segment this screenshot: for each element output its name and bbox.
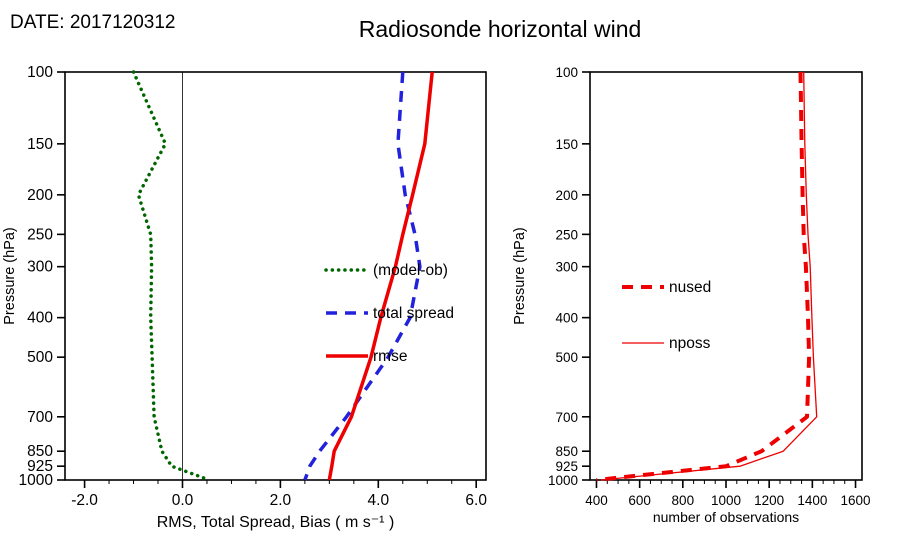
legend-label: total spread bbox=[373, 305, 454, 322]
y-tick-label: 300 bbox=[27, 259, 53, 276]
y-tick-label: 700 bbox=[555, 410, 578, 425]
date-label: DATE: 2017120312 bbox=[10, 12, 176, 33]
x-tick-label: 400 bbox=[585, 493, 608, 508]
x-tick-label: 800 bbox=[672, 493, 695, 508]
x-tick-label: -2.0 bbox=[71, 492, 98, 509]
y-tick-label: 150 bbox=[27, 136, 53, 153]
chart-title: Radiosonde horizontal wind bbox=[358, 16, 642, 42]
legend-label: (model-ob) bbox=[373, 262, 448, 279]
series-nused bbox=[596, 71, 812, 482]
series-rmse bbox=[327, 71, 434, 481]
y-tick-label: 1000 bbox=[548, 473, 578, 488]
y-tick-label: 100 bbox=[27, 64, 53, 81]
x-tick-label: 600 bbox=[628, 493, 651, 508]
plot-frame bbox=[589, 71, 863, 481]
left-panel: -2.0 0.0 2.0 4.0 6.0 100 150 200 250 300 400 500 700… bbox=[2, 64, 487, 531]
x-tick-label: 1600 bbox=[841, 493, 871, 508]
series-nposs bbox=[600, 71, 818, 481]
x-tick-label: 1000 bbox=[711, 493, 741, 508]
y-tick-label: 250 bbox=[555, 227, 578, 242]
y-tick-label: 200 bbox=[555, 188, 578, 203]
y-tick-label: 925 bbox=[27, 458, 53, 475]
right-legend: nused nposs bbox=[622, 279, 711, 352]
y-tick-label: 400 bbox=[555, 311, 578, 326]
plot-frame bbox=[64, 71, 487, 481]
legend-label: nused bbox=[669, 279, 711, 296]
y-tick-label: 500 bbox=[555, 350, 578, 365]
left-xaxis-label: RMS, Total Spread, Bias ( m s⁻¹ ) bbox=[157, 514, 395, 531]
y-tick-label: 300 bbox=[555, 260, 578, 275]
series-model-ob bbox=[131, 70, 212, 482]
right-panel: 400 600 800 1000 1200 1400 1600 100 150 200 250 300… bbox=[512, 65, 871, 525]
right-xaxis-label: number of observations bbox=[653, 509, 799, 525]
left-yaxis-label: Pressure (hPa) bbox=[2, 227, 18, 325]
y-tick-label: 500 bbox=[27, 349, 53, 366]
y-tick-label: 700 bbox=[27, 409, 53, 426]
x-tick-label: 4.0 bbox=[368, 492, 390, 509]
y-tick-label: 400 bbox=[27, 310, 53, 327]
y-tick-label: 200 bbox=[27, 187, 53, 204]
y-tick-label: 1000 bbox=[19, 472, 54, 489]
x-tick-label: 2.0 bbox=[270, 492, 292, 509]
legend-label: rmse bbox=[373, 348, 407, 365]
y-tick-label: 850 bbox=[27, 443, 53, 460]
x-tick-label: 1200 bbox=[754, 493, 784, 508]
y-tick-label: 925 bbox=[555, 459, 578, 474]
y-tick-label: 150 bbox=[555, 137, 578, 152]
legend-label: nposs bbox=[669, 335, 711, 352]
y-tick-label: 250 bbox=[27, 226, 53, 243]
left-legend: (model-ob) total spread rmse bbox=[324, 262, 454, 365]
x-tick-label: 1400 bbox=[797, 493, 827, 508]
right-yaxis-label: Pressure (hPa) bbox=[512, 227, 528, 325]
x-tick-label: 0.0 bbox=[172, 492, 194, 509]
x-tick-label: 6.0 bbox=[465, 492, 487, 509]
y-tick-label: 850 bbox=[555, 444, 578, 459]
series-total-spread bbox=[303, 71, 422, 481]
y-tick-label: 100 bbox=[555, 65, 578, 80]
